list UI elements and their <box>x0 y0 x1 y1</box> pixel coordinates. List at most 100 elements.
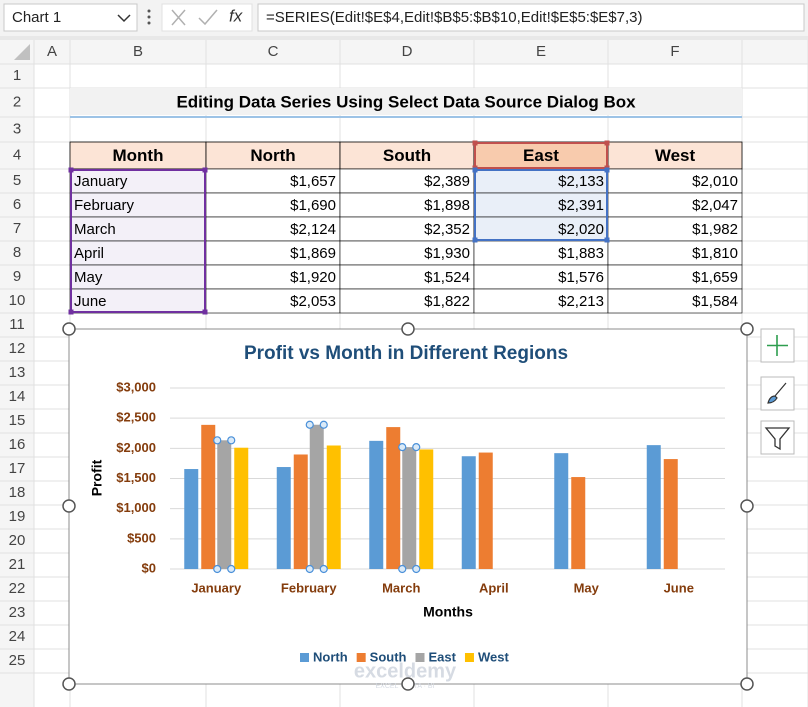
x-axis-title: Months <box>423 604 473 620</box>
row-header: 7 <box>13 220 21 237</box>
chart-filters-button[interactable] <box>760 420 795 455</box>
chart-handles[interactable] <box>62 322 754 691</box>
cell-text: $2,053 <box>290 293 336 310</box>
name-box[interactable] <box>3 3 138 32</box>
table-cell <box>473 288 609 314</box>
table-cell <box>339 288 475 314</box>
resize-handle <box>62 677 76 691</box>
column-header: F <box>670 43 679 60</box>
row-header: 13 <box>9 364 26 381</box>
legend-label: West <box>478 649 509 664</box>
table-cell <box>473 216 609 242</box>
bar <box>309 424 324 569</box>
x-tick-label: March <box>382 580 420 595</box>
table-cell <box>69 192 207 218</box>
cell-text: $1,584 <box>692 293 738 310</box>
x-tick-label: May <box>574 580 600 595</box>
table-cell <box>339 216 475 242</box>
cell-text: $1,920 <box>290 269 336 286</box>
bar <box>184 469 199 569</box>
formula-input[interactable] <box>257 3 805 32</box>
row-header: 11 <box>9 316 25 333</box>
row-header: 5 <box>13 172 21 189</box>
bar <box>369 440 384 569</box>
more-icon <box>147 9 151 25</box>
bar <box>234 447 249 569</box>
header-cell <box>205 141 341 170</box>
series-handle <box>412 443 421 452</box>
formula-buttons <box>161 3 253 32</box>
chart[interactable]: Profit vs Month in Different Regions Mon… <box>68 328 748 690</box>
column-header: B <box>133 43 143 60</box>
cell-text: $1,524 <box>424 269 470 286</box>
cell-text: $2,020 <box>558 221 604 238</box>
bar <box>276 467 291 569</box>
cell-text: $1,657 <box>290 173 336 190</box>
column-header: D <box>402 43 413 60</box>
row-header: 21 <box>9 556 26 573</box>
row-header: 17 <box>9 460 26 477</box>
cell-text: $2,352 <box>424 221 470 238</box>
legend-swatch <box>300 653 309 662</box>
row-header: 8 <box>13 244 21 261</box>
bar <box>663 459 678 569</box>
enter-icon[interactable] <box>198 9 218 26</box>
category-range-corner <box>202 167 208 173</box>
cell-text: May <box>74 269 103 286</box>
table-cell <box>339 168 475 194</box>
legend-label: South <box>370 649 407 664</box>
series-handle <box>305 564 314 574</box>
table-cell <box>205 288 341 314</box>
header-text: Month <box>113 146 164 165</box>
legend-swatch <box>415 653 425 662</box>
row-header: 18 <box>9 484 26 501</box>
row-header: 22 <box>9 580 26 597</box>
bar <box>293 454 308 569</box>
dropdown-arrow[interactable] <box>117 14 131 23</box>
cell-text: June <box>74 293 107 310</box>
cell-text: $2,133 <box>558 173 604 190</box>
column-header-bar <box>0 40 808 64</box>
select-all[interactable] <box>14 44 30 60</box>
value-range-corner <box>472 237 478 243</box>
series-handle <box>319 564 328 574</box>
y-tick-label: $3,000 <box>116 379 156 394</box>
bar <box>386 427 401 569</box>
y-axis-title: Profit <box>89 459 105 496</box>
cancel-icon[interactable] <box>171 9 186 26</box>
fx-icon[interactable]: fx <box>229 6 243 25</box>
bar <box>554 453 569 569</box>
x-tick-label: February <box>281 580 337 595</box>
x-tick-label: January <box>191 580 242 595</box>
y-tick-label: $1,000 <box>116 500 156 515</box>
row-header: 3 <box>13 120 21 137</box>
series-handle <box>213 436 222 445</box>
legend-label: North <box>313 649 348 664</box>
header-text: North <box>250 146 295 165</box>
bar <box>201 424 216 569</box>
column-header: A <box>47 43 57 60</box>
row-header: 20 <box>9 532 26 549</box>
funnel-icon <box>764 427 791 451</box>
table-cell <box>607 192 743 218</box>
table-cell <box>339 264 475 290</box>
y-tick-label: $2,500 <box>116 410 156 425</box>
cell-text: $1,883 <box>558 245 604 262</box>
table-cell <box>205 240 341 266</box>
bar <box>571 477 586 569</box>
legend-label: East <box>429 649 457 664</box>
cell-text: $1,869 <box>290 245 336 262</box>
bar <box>646 445 661 569</box>
name-range-corner <box>604 140 610 146</box>
bar <box>326 445 341 569</box>
sheet-title: Editing Data Series Using Select Data So… <box>176 92 636 111</box>
name-box-text: Chart 1 <box>12 9 61 26</box>
plus-icon <box>767 335 788 356</box>
bar <box>461 456 476 569</box>
row-header: 2 <box>13 93 21 110</box>
cell-text: February <box>74 197 135 214</box>
y-tick-label: $0 <box>142 560 156 575</box>
row-header: 24 <box>9 628 26 645</box>
table-cell <box>607 288 743 314</box>
row-header: 19 <box>9 508 26 525</box>
